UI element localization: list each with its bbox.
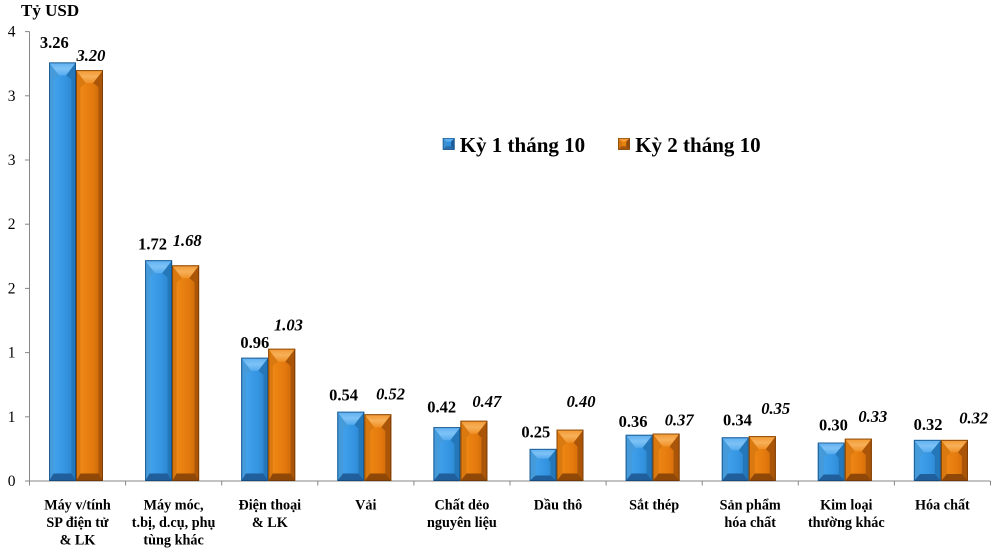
svg-text:& LK: & LK: [252, 515, 288, 531]
svg-text:Sắt thép: Sắt thép: [629, 498, 679, 514]
svg-text:Chất dẻo: Chất dẻo: [435, 498, 490, 514]
svg-text:3: 3: [8, 88, 16, 105]
svg-text:Kỳ 1 tháng 10: Kỳ 1 tháng 10: [460, 133, 585, 157]
svg-text:3: 3: [8, 152, 16, 169]
svg-text:1.72: 1.72: [138, 235, 167, 254]
svg-text:1.68: 1.68: [173, 231, 202, 250]
svg-text:0.54: 0.54: [329, 385, 358, 404]
svg-text:0.25: 0.25: [521, 423, 550, 442]
svg-text:0: 0: [8, 473, 16, 490]
svg-text:0.52: 0.52: [376, 384, 405, 403]
svg-text:4: 4: [8, 24, 16, 41]
svg-text:0.42: 0.42: [427, 398, 456, 417]
svg-text:Kim loại: Kim loại: [820, 498, 872, 514]
svg-text:nguyên liệu: nguyên liệu: [427, 515, 497, 531]
svg-text:Kỳ 2 tháng 10: Kỳ 2 tháng 10: [635, 133, 760, 157]
svg-text:0.96: 0.96: [240, 333, 269, 352]
svg-text:3.20: 3.20: [75, 46, 105, 65]
svg-text:Hóa chất: Hóa chất: [915, 498, 970, 514]
svg-text:0.36: 0.36: [619, 412, 648, 431]
svg-text:0.35: 0.35: [761, 399, 790, 418]
svg-text:1: 1: [8, 409, 16, 426]
svg-text:Vải: Vải: [355, 498, 376, 514]
svg-text:thường khác: thường khác: [808, 515, 885, 531]
svg-text:Điện thoại: Điện thoại: [238, 498, 301, 514]
svg-text:0.47: 0.47: [472, 392, 502, 411]
svg-text:0.32: 0.32: [959, 409, 988, 428]
svg-text:0.37: 0.37: [665, 410, 695, 429]
svg-text:2: 2: [8, 216, 16, 233]
svg-text:3.26: 3.26: [40, 33, 69, 52]
svg-text:1: 1: [8, 345, 16, 362]
svg-text:0.32: 0.32: [914, 415, 943, 434]
svg-text:hóa chất: hóa chất: [724, 515, 776, 531]
svg-text:Máy móc,: Máy móc,: [144, 498, 204, 514]
svg-text:Dầu thô: Dầu thô: [534, 498, 583, 514]
svg-text:t.bị, d.cụ, phụ: t.bị, d.cụ, phụ: [132, 515, 216, 531]
svg-text:0.30: 0.30: [819, 416, 848, 435]
svg-text:& LK: & LK: [60, 533, 96, 549]
svg-text:2: 2: [8, 280, 16, 297]
svg-text:Tỷ USD: Tỷ USD: [21, 1, 79, 20]
svg-text:0.33: 0.33: [858, 407, 887, 426]
svg-text:1.03: 1.03: [274, 315, 303, 334]
svg-text:0.34: 0.34: [723, 411, 752, 430]
svg-text:SP điện tử: SP điện tử: [46, 515, 109, 531]
svg-text:Sản phẩm: Sản phẩm: [720, 498, 781, 514]
svg-text:Máy v/tính: Máy v/tính: [44, 498, 111, 514]
svg-text:tùng khác: tùng khác: [143, 533, 203, 549]
svg-text:0.40: 0.40: [567, 392, 596, 411]
